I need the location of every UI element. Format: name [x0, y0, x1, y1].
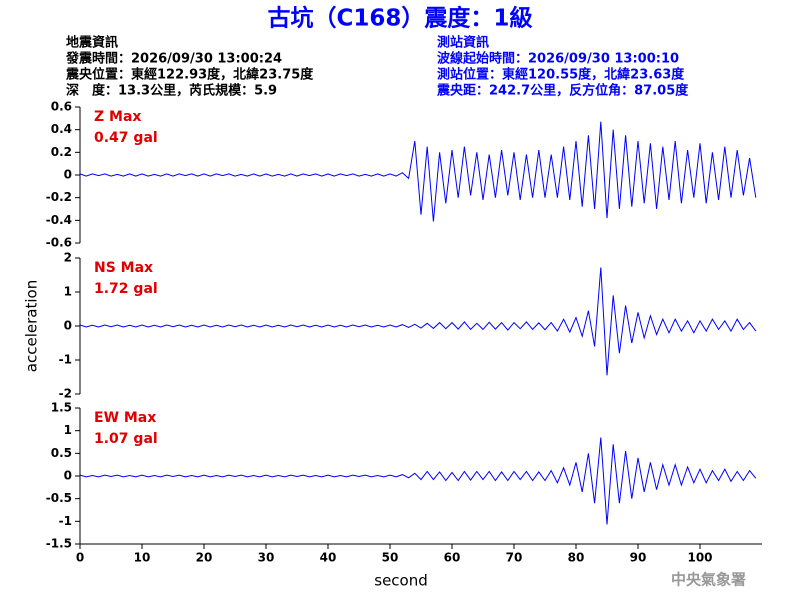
- info-text: 發震時間：2026/09/30 13:00:24: [65, 51, 282, 67]
- panel-label: NS Max: [94, 260, 153, 276]
- x-tick-label: 30: [258, 551, 275, 565]
- x-tick-label: 10: [134, 551, 151, 565]
- x-axis-label: second: [374, 572, 428, 590]
- info-text: 波線起始時間：2026/09/30 13:00:10: [437, 51, 679, 67]
- x-tick-label: 0: [76, 551, 84, 565]
- y-tick-label: 0: [64, 469, 72, 483]
- waveform: [79, 121, 757, 222]
- info-text: 測站資訊: [437, 35, 489, 51]
- x-tick-label: 90: [630, 551, 647, 565]
- y-tick-label: 0.4: [51, 122, 72, 136]
- y-tick-label: -2: [59, 387, 72, 401]
- info-text: 測站位置：東經120.55度，北緯23.63度: [437, 67, 685, 83]
- y-tick-label: 0.5: [51, 446, 72, 460]
- info-text: 深 度：13.3公里，芮氏規模：5.9: [66, 83, 277, 99]
- y-tick-label: 2: [64, 251, 72, 265]
- y-tick-label: -0.6: [46, 236, 72, 250]
- y-tick-label: 1.5: [51, 401, 72, 415]
- info-text: 震央位置：東經122.93度，北緯23.75度: [65, 67, 314, 83]
- max-label: 1.07 gal: [94, 431, 158, 447]
- panel-label: EW Max: [94, 410, 156, 426]
- footer: 中央氣象署: [671, 571, 746, 589]
- info-text: 地震資訊: [66, 35, 118, 51]
- panel-label: Z Max: [94, 109, 141, 125]
- x-tick-label: 60: [444, 551, 461, 565]
- x-tick-label: 20: [196, 551, 213, 565]
- y-tick-label: -1: [59, 353, 72, 367]
- x-tick-label: 70: [506, 551, 523, 565]
- x-tick-label: 80: [568, 551, 585, 565]
- y-tick-label: -0.5: [46, 491, 72, 505]
- max-label: 0.47 gal: [94, 130, 158, 146]
- y-tick-label: 1: [64, 423, 72, 437]
- y-tick-label: -1.5: [46, 537, 72, 551]
- y-axis-label: acceleration: [23, 280, 41, 372]
- y-tick-label: -1: [59, 514, 72, 528]
- y-tick-label: 0.2: [51, 145, 72, 159]
- x-tick-label: 40: [320, 551, 337, 565]
- x-tick-label: 100: [687, 551, 712, 565]
- y-tick-label: 0.6: [51, 100, 72, 114]
- y-tick-label: -0.4: [46, 213, 72, 227]
- max-label: 1.72 gal: [94, 281, 158, 297]
- y-tick-label: 1: [64, 285, 72, 299]
- waveform: [79, 267, 757, 376]
- y-tick-label: 0: [64, 319, 72, 333]
- x-tick-label: 50: [382, 551, 399, 565]
- y-tick-label: 0: [64, 168, 72, 182]
- info-text: 震央距：242.7公里，反方位角：87.05度: [436, 83, 689, 99]
- waveform: [79, 437, 757, 525]
- y-tick-label: -0.2: [46, 190, 72, 204]
- chart-title: 古坑（C168）震度：1級: [268, 5, 533, 32]
